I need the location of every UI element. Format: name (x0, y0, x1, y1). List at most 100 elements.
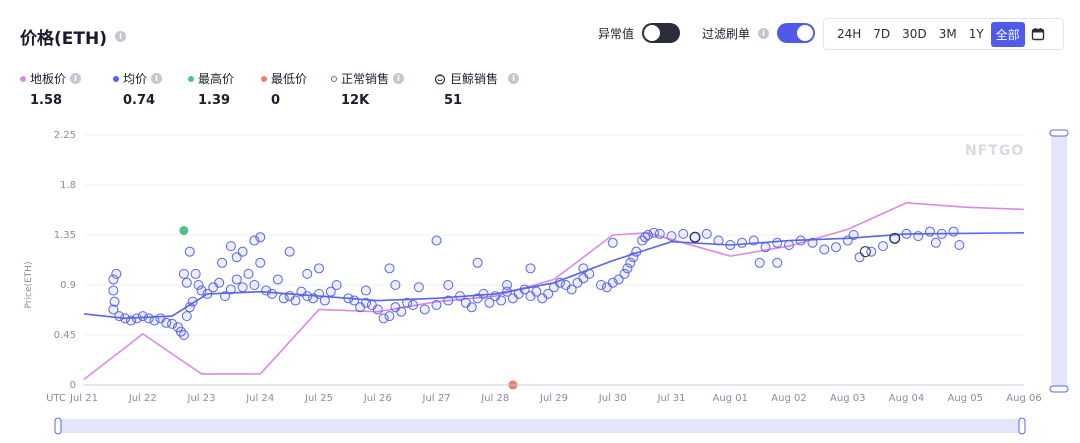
normal-sale-point (936, 228, 947, 239)
normal-sale-point (108, 285, 119, 296)
normal-sale-point (187, 296, 198, 307)
vertical-zoom-slider[interactable] (1049, 129, 1069, 393)
normal-sale-point (831, 242, 841, 253)
normal-sale-point (137, 311, 148, 322)
horizontal-slider-left-handle (54, 417, 62, 435)
horizontal-zoom-slider[interactable] (54, 417, 1026, 435)
normal-sale-point (214, 277, 225, 288)
vertical-slider-track (1051, 133, 1067, 389)
info-icon[interactable]: i (151, 73, 163, 84)
range-24h-button[interactable]: 24H (837, 27, 862, 41)
normal-sale-point (208, 282, 219, 293)
info-icon[interactable]: i (758, 27, 770, 39)
normal-sale-point (225, 284, 236, 295)
floor-price-line (83, 201, 1025, 381)
normal-sale-point (302, 268, 313, 279)
range-all-button[interactable]: 全部 (990, 21, 1025, 47)
outlier-toggle[interactable] (642, 23, 681, 43)
x-axis-utc-label: UTC (46, 393, 66, 404)
normal-sale-point (537, 293, 548, 304)
stat-lowest-price: 最低价 0 (261, 70, 331, 108)
info-icon[interactable]: i (393, 73, 405, 84)
floor-price-path (83, 201, 1025, 381)
normal-sale-point (460, 297, 471, 308)
horizontal-slider-track (58, 419, 1024, 433)
filter-wash-toggle[interactable] (777, 23, 816, 43)
y-tick-label: 1.35 (54, 230, 76, 241)
info-icon[interactable]: i (508, 73, 520, 84)
normal-sale-point (490, 291, 501, 302)
normal-sale-point (155, 313, 166, 324)
info-icon[interactable]: i (114, 31, 126, 42)
vertical-slider-bottom-handle (1049, 385, 1069, 393)
calendar-icon[interactable] (1031, 27, 1045, 41)
range-1y-button[interactable]: 1Y (968, 27, 984, 41)
normal-sale-point (267, 288, 277, 299)
stat-label: 最高价 (198, 72, 235, 86)
x-tick-label: Jul 25 (304, 393, 333, 404)
normal-sale-point (572, 277, 583, 288)
normal-sale-point (866, 246, 877, 257)
avg-price-line (83, 232, 1025, 320)
normal-sale-point (622, 263, 633, 274)
normal-sale-point (754, 257, 765, 268)
normal-sale-point (361, 297, 371, 308)
highest-price-dot-icon (188, 75, 194, 82)
normal-sale-point (408, 300, 418, 310)
info-icon[interactable]: i (70, 73, 82, 84)
normal-sale-point (466, 302, 477, 313)
normal-sale-point (217, 257, 228, 268)
normal-sale-point (249, 280, 260, 290)
x-tick-label: Jul 28 (480, 393, 509, 404)
normal-sale-point (314, 288, 324, 299)
normal-sale-point (175, 326, 186, 337)
normal-sale-point (149, 315, 160, 326)
normal-sale-point (878, 241, 888, 252)
normal-sale-point (625, 257, 636, 268)
normal-sale-point (243, 268, 254, 279)
normal-sale-point (484, 297, 495, 308)
normal-sale-point (713, 235, 724, 246)
x-tick-label: Jul 29 (539, 393, 568, 404)
x-tick-label: Aug 06 (1006, 393, 1041, 404)
toggle-group: 异常值 过滤刷单 i (598, 23, 816, 43)
normal-sale-point (384, 311, 395, 322)
normal-sale-point (181, 277, 192, 288)
normal-sale-point (502, 280, 512, 290)
stat-floor-price: 地板价 i 1.58 (20, 70, 113, 108)
normal-sale-point (502, 286, 512, 297)
time-range-selector: 24H 7D 30D 3M 1Y 全部 (823, 18, 1064, 50)
normal-sale-point (161, 317, 172, 328)
x-tick-label: Jul 30 (598, 393, 627, 404)
plot-area (84, 135, 1024, 385)
normal-sales-circle-icon (331, 75, 337, 82)
normal-sale-point (455, 291, 465, 302)
normal-sale-point (314, 263, 324, 274)
normal-sale-point (372, 304, 383, 315)
normal-sale-point (431, 235, 442, 246)
normal-sale-point (678, 228, 689, 239)
y-axis-label: Price(ETH) (24, 262, 34, 309)
x-ticks: Jul 21 Jul 22 Jul 23 Jul 24 Jul 25 Jul 26 Jul … (69, 384, 1042, 404)
normal-sale-point (578, 273, 589, 284)
stat-avg-price: 均价 i 0.74 (113, 70, 188, 108)
range-7d-button[interactable]: 7D (873, 27, 891, 41)
y-ticks: 0 0.45 0.9 1.35 1.8 2.25 (54, 130, 76, 391)
normal-sale-point (525, 291, 536, 302)
normal-sale-point (231, 252, 242, 263)
normal-sale-point (913, 231, 924, 242)
normal-sale-point (737, 237, 747, 248)
normal-sale-point (431, 300, 442, 310)
normal-sale-point (930, 237, 941, 248)
normal-sale-point (760, 242, 771, 253)
stat-label: 最低价 (271, 72, 308, 86)
stat-value: 0.74 (123, 93, 156, 108)
nftgo-watermark: NFTGO (965, 143, 1024, 159)
normal-sale-point (390, 280, 401, 290)
filter-wash-toggle-label: 过滤刷单 (702, 26, 751, 41)
range-3m-button[interactable]: 3M (938, 27, 957, 41)
range-30d-button[interactable]: 30D (902, 27, 927, 41)
lowest-price-dot-icon (261, 75, 267, 82)
vertical-slider-top-handle (1049, 129, 1069, 137)
normal-sale-point (578, 263, 589, 274)
